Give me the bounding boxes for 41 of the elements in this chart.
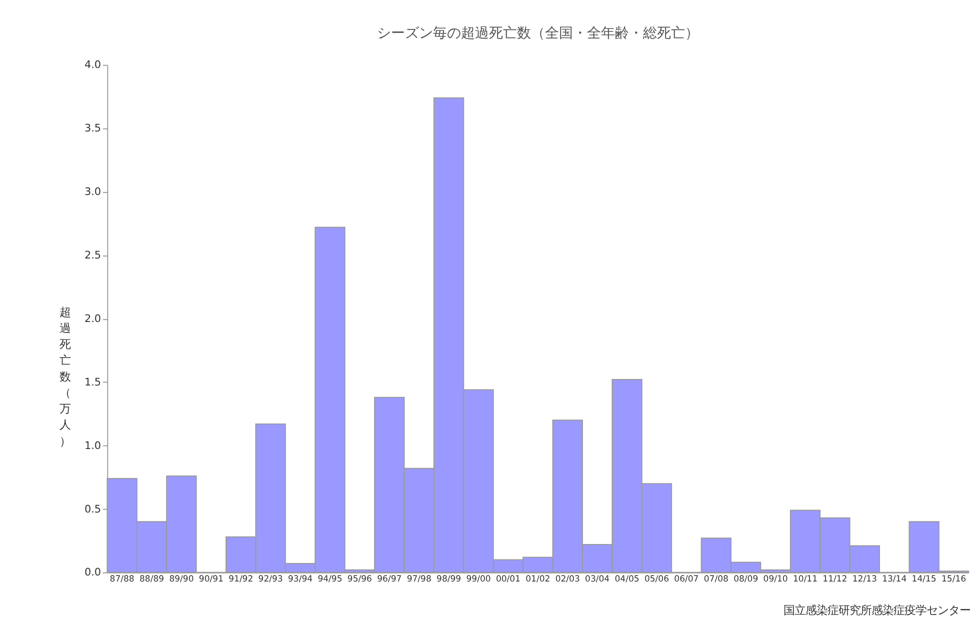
y-tick-label: 1.0	[84, 440, 102, 452]
x-tick-label: 06/07	[674, 574, 699, 584]
x-tick-label: 12/13	[852, 574, 877, 584]
text: 国立感染症研究所感染症疫学センター	[784, 603, 971, 618]
x-tick-label: 93/94	[288, 574, 313, 584]
x-tick-label: 11/12	[822, 574, 848, 584]
y-tick-label: 4.0	[84, 59, 102, 72]
x-tick-label: 98/99	[436, 574, 462, 584]
x-tick-label: 04/05	[614, 574, 640, 584]
text: 超過死亡数（万人）	[59, 304, 70, 448]
x-tick-label: 89/90	[169, 574, 194, 584]
x-tick-label: 95/96	[347, 574, 372, 584]
x-tick-label: 97/98	[406, 574, 432, 584]
x-tick-label: 87/88	[110, 574, 134, 584]
x-tick-label: 96/97	[377, 574, 402, 584]
x-tick-label: 90/91	[198, 574, 224, 584]
y-tick-label: 3.5	[84, 122, 102, 135]
x-tick-label: 94/95	[318, 574, 342, 584]
x-tick-label: 13/14	[882, 574, 907, 584]
x-tick-label: 15/16	[941, 574, 966, 584]
x-tick-label: 14/15	[912, 574, 936, 584]
x-tick-label: 05/06	[644, 574, 669, 584]
y-tick-label: 3.0	[84, 186, 102, 198]
x-tick-label: 10/11	[792, 574, 818, 584]
x-tick-label: 08/09	[734, 574, 758, 584]
y-tick-label: 2.0	[84, 312, 102, 325]
chart-title: シーズン毎の超過死亡数（全国・全年齢・総死亡）	[376, 25, 699, 42]
x-tick-label: 03/04	[585, 574, 610, 584]
y-tick-label: 0.0	[84, 566, 102, 579]
x-tick-label: 01/02	[526, 574, 550, 584]
y-tick-label: 0.5	[84, 503, 102, 516]
y-tick-label: 1.5	[84, 376, 102, 388]
x-tick-label: 99/00	[466, 574, 491, 584]
x-tick-label: 09/10	[763, 574, 788, 584]
x-tick-label: 07/08	[704, 574, 728, 584]
x-tick-label: 00/01	[496, 574, 520, 584]
x-tick-label: 02/03	[555, 574, 580, 584]
x-tick-label: 88/89	[139, 574, 164, 584]
x-tick-label: 92/93	[258, 574, 283, 584]
y-tick-label: 2.5	[84, 250, 102, 262]
x-tick-label: 91/92	[228, 574, 254, 584]
